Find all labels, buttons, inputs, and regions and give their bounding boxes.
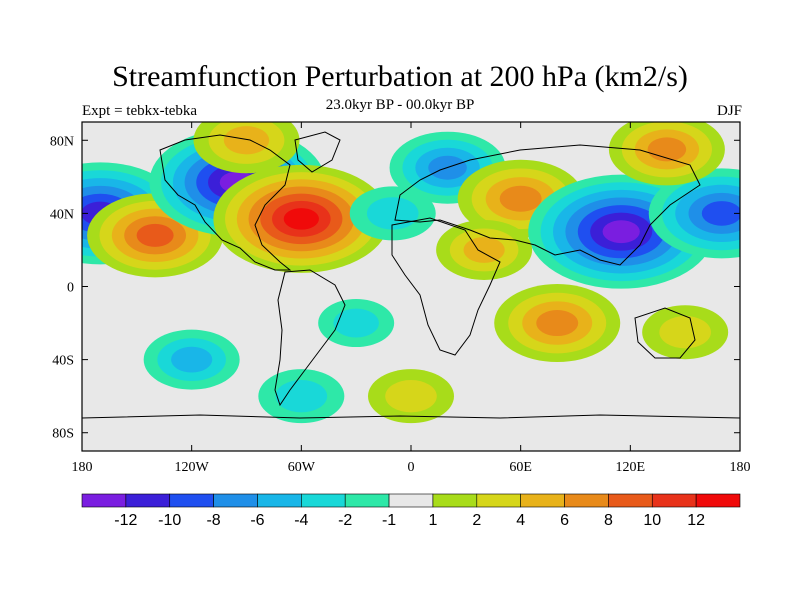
colorbar-swatch bbox=[432, 493, 478, 508]
x-tick-label: 180 bbox=[730, 460, 751, 475]
field-anomaly-17 bbox=[368, 369, 454, 424]
experiment-label: Expt = tebkx-tebka bbox=[82, 103, 198, 119]
colorbar-swatch bbox=[169, 493, 214, 508]
colorbar-label: 8 bbox=[604, 512, 613, 529]
contour-fill bbox=[136, 223, 174, 247]
contour-fill bbox=[463, 237, 505, 263]
field-anomaly-16 bbox=[258, 369, 345, 424]
contour-fill bbox=[659, 315, 711, 349]
colorbar-swatch bbox=[213, 493, 258, 508]
colorbar-swatch bbox=[388, 493, 434, 508]
y-tick-label: 40N bbox=[50, 207, 74, 222]
y-tick-label: 80N bbox=[50, 134, 74, 149]
colorbar-swatch bbox=[520, 493, 565, 508]
colorbar-label: -1 bbox=[382, 512, 396, 529]
chart-title: Streamfunction Perturbation at 200 hPa (… bbox=[112, 60, 688, 93]
contour-fill bbox=[283, 208, 319, 230]
field-anomaly-12 bbox=[318, 299, 395, 348]
axis-ticks: 180 120W 60W 0 60E 120E 180 80N 40N 0 40S 80S bbox=[50, 122, 751, 475]
x-tick-label: 60W bbox=[288, 460, 316, 475]
colorbar-swatch bbox=[81, 493, 127, 508]
field-anomaly-10 bbox=[193, 122, 300, 174]
y-tick-label: 80S bbox=[52, 427, 74, 442]
colorbar-swatch bbox=[695, 493, 741, 508]
colorbar-swatch bbox=[608, 493, 653, 508]
colorbar-label: -12 bbox=[114, 512, 137, 529]
x-tick-label: 120W bbox=[175, 460, 210, 475]
contour-fill bbox=[366, 197, 419, 230]
contour-fill bbox=[333, 308, 379, 338]
field-anomaly-7 bbox=[648, 168, 740, 259]
colorbar-swatch bbox=[476, 493, 521, 508]
field-anomaly-15 bbox=[436, 219, 533, 280]
y-tick-label: 40S bbox=[52, 354, 74, 369]
colorbar-label: -10 bbox=[158, 512, 181, 529]
time-range-label: 23.0kyr BP - 00.0kyr BP bbox=[325, 97, 475, 113]
colorbar-label: -2 bbox=[338, 512, 352, 529]
colorbar-swatch bbox=[564, 493, 609, 508]
colorbar-label: 12 bbox=[687, 512, 705, 529]
x-tick-label: 60E bbox=[509, 460, 532, 475]
y-tick-label: 0 bbox=[67, 281, 74, 296]
contour-fill bbox=[536, 310, 579, 337]
colorbar-swatch bbox=[125, 493, 171, 508]
colorbar-label: -6 bbox=[250, 512, 264, 529]
x-tick-label: 180 bbox=[72, 460, 93, 475]
colorbar-swatch bbox=[301, 493, 346, 508]
coast-australia bbox=[634, 307, 696, 359]
field-anomaly-13 bbox=[143, 329, 240, 390]
coast-north-america bbox=[159, 134, 292, 271]
colorbar-swatch bbox=[651, 493, 697, 508]
colorbar-label: 4 bbox=[516, 512, 525, 529]
contour-fill bbox=[223, 126, 270, 155]
colorbar-label: 2 bbox=[472, 512, 481, 529]
contour-fill bbox=[275, 379, 328, 413]
colorbar-swatch bbox=[344, 493, 390, 508]
contour-fill bbox=[499, 185, 542, 212]
coastlines bbox=[82, 131, 740, 419]
contour-fill bbox=[171, 346, 213, 373]
field-anomaly-3 bbox=[213, 164, 390, 273]
season-label: DJF bbox=[716, 103, 742, 119]
coast-antarctica bbox=[82, 414, 740, 419]
x-tick-label: 0 bbox=[408, 460, 415, 475]
coast-eurasia bbox=[394, 144, 701, 266]
colorbar: -12 -10 -8 -6 -4 -2 -1 1 2 4 6 8 10 12 bbox=[81, 493, 741, 529]
coast-south-america bbox=[274, 269, 346, 407]
field-anomaly-14 bbox=[642, 305, 729, 360]
x-tick-label: 120E bbox=[616, 460, 646, 475]
colorbar-label: 10 bbox=[643, 512, 661, 529]
contour-fill bbox=[385, 379, 437, 413]
contour-fill bbox=[602, 220, 640, 244]
colorbar-label: -8 bbox=[206, 512, 220, 529]
field-anomaly-11 bbox=[349, 186, 436, 241]
coast-greenland bbox=[294, 131, 341, 173]
colorbar-swatch bbox=[257, 493, 302, 508]
field-anomaly-8 bbox=[494, 284, 621, 363]
contour-fill bbox=[701, 201, 740, 226]
field-anomaly-9 bbox=[608, 122, 725, 186]
coast-africa bbox=[391, 217, 501, 356]
streamfunction-field bbox=[82, 122, 740, 451]
colorbar-label: -4 bbox=[294, 512, 308, 529]
colorbar-label: 6 bbox=[560, 512, 569, 529]
colorbar-label: 1 bbox=[428, 512, 437, 529]
